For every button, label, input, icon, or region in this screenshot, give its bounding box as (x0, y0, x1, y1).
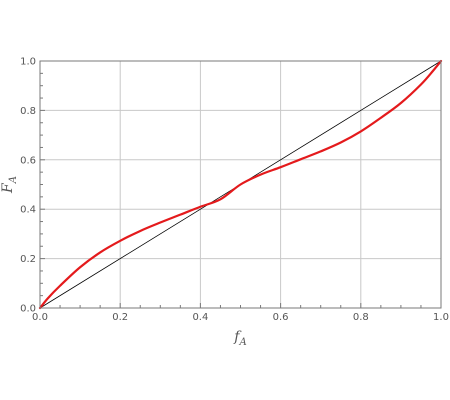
x-tick-label: 0.6 (273, 312, 289, 323)
y-tick-label: 1.0 (20, 57, 36, 68)
y-tick-label: 0.0 (20, 304, 36, 315)
y-tick-label: 0.8 (20, 106, 36, 117)
y-tick-label: 0.2 (20, 254, 36, 265)
y-axis-label-sub: A (8, 176, 19, 184)
x-tick-label: 0.8 (353, 312, 369, 323)
x-axis-label-main: f (233, 329, 242, 345)
y-axis-label: FA (0, 176, 19, 194)
x-tick-label: 1.0 (433, 312, 449, 323)
x-axis-label: fA (233, 329, 246, 348)
x-tick-label: 0.4 (192, 312, 208, 323)
x-tick-label: 0.0 (32, 312, 48, 323)
y-tick-label: 0.6 (20, 155, 36, 166)
series-layer (38, 59, 443, 310)
x-axis-label-sub: A (238, 337, 246, 348)
y-tick-label: 0.4 (20, 205, 36, 216)
y-axis-label-main: F (0, 182, 16, 194)
ticks: 0.0 0.2 0.4 0.6 0.8 1.0 0.0 0.2 0.4 0.6 0.8 1.0 (20, 57, 449, 324)
red-curve-line (38, 59, 443, 310)
x-tick-label: 0.2 (112, 312, 128, 323)
